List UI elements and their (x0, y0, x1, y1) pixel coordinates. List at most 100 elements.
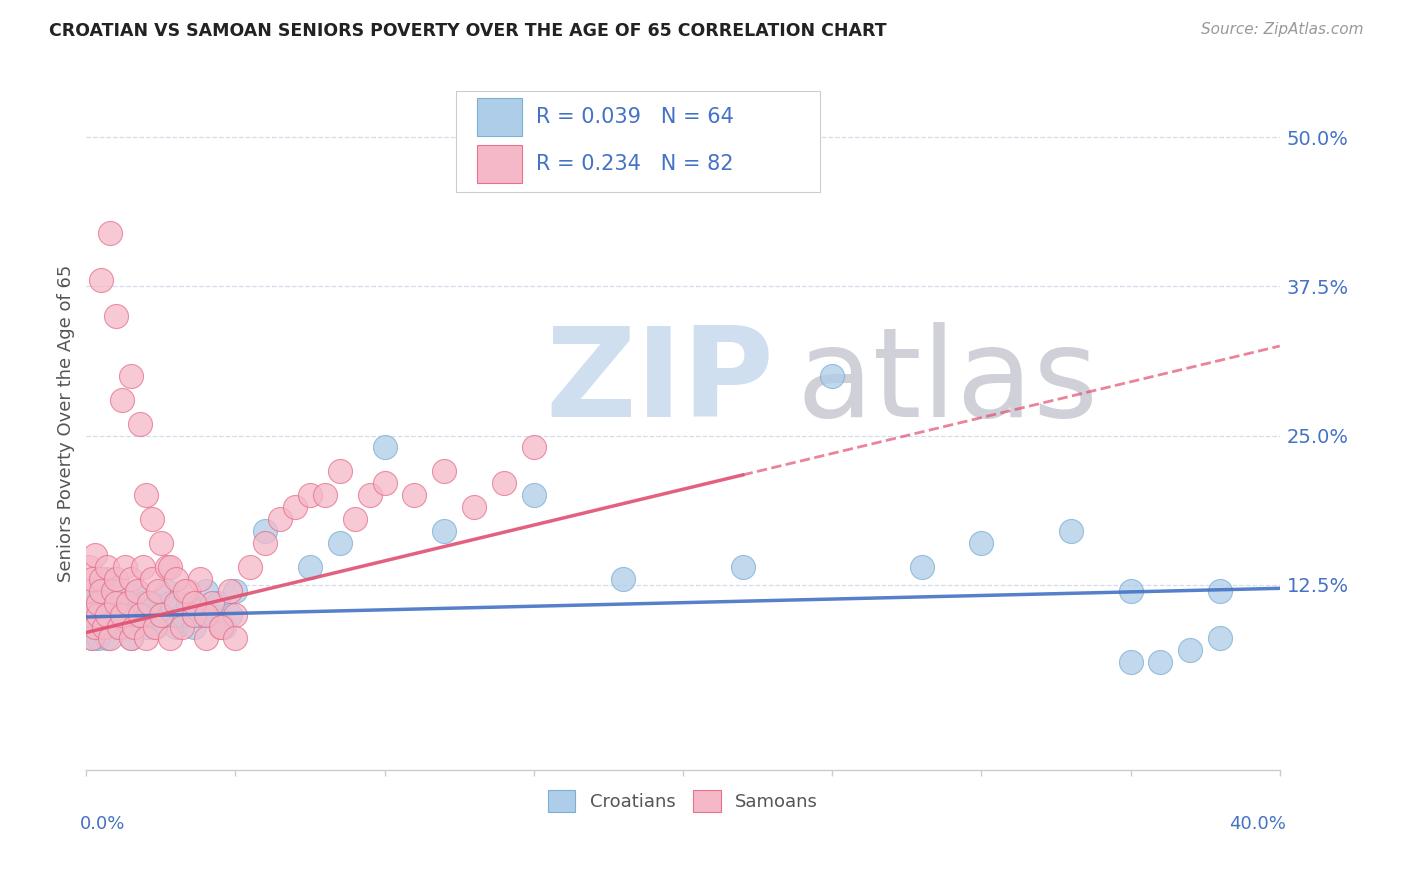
Point (149, 607, 172, 622)
Point (125, 583, 148, 598)
Point (90, 583, 112, 598)
Point (90, 596, 112, 610)
Point (212, 619, 235, 633)
Point (77, 607, 100, 622)
Point (122, 619, 145, 633)
Point (183, 596, 205, 610)
Point (1149, 656, 1171, 670)
Text: R = 0.039   N = 64: R = 0.039 N = 64 (536, 107, 734, 127)
Point (96, 559, 118, 574)
Point (201, 596, 224, 610)
Point (84, 596, 107, 610)
Point (911, 559, 934, 574)
Point (108, 607, 131, 622)
Point (129, 607, 152, 622)
Point (135, 488, 157, 502)
Point (146, 583, 169, 598)
Text: R = 0.234   N = 82: R = 0.234 N = 82 (536, 154, 734, 174)
FancyBboxPatch shape (477, 145, 522, 183)
Point (1209, 583, 1232, 598)
Point (84, 619, 107, 633)
Point (84, 548, 107, 562)
Point (93, 607, 115, 622)
Point (87, 632, 110, 646)
Point (87, 607, 110, 622)
Point (105, 572, 128, 586)
Point (105, 583, 128, 598)
Text: 40.0%: 40.0% (1229, 814, 1285, 833)
Point (433, 524, 456, 538)
Point (209, 619, 232, 633)
Point (98, 226, 121, 240)
Point (77, 619, 100, 633)
Point (299, 559, 322, 574)
Point (149, 536, 172, 550)
Point (194, 583, 217, 598)
Point (254, 536, 277, 550)
Point (117, 596, 139, 610)
Point (129, 607, 152, 622)
Point (165, 572, 187, 586)
Point (120, 368, 142, 383)
Point (117, 607, 139, 622)
Text: Source: ZipAtlas.com: Source: ZipAtlas.com (1201, 22, 1364, 37)
Point (821, 368, 844, 383)
Point (87, 619, 110, 633)
Point (1119, 656, 1142, 670)
Point (149, 607, 172, 622)
FancyBboxPatch shape (477, 98, 522, 136)
Point (329, 464, 352, 478)
Point (108, 619, 131, 633)
Point (90, 572, 112, 586)
Point (433, 464, 456, 478)
Point (96, 607, 118, 622)
Point (141, 596, 163, 610)
Point (156, 559, 179, 574)
Point (523, 441, 546, 455)
Point (374, 441, 396, 455)
Point (90, 583, 112, 598)
Point (170, 619, 193, 633)
Point (98, 632, 121, 646)
Point (98, 596, 121, 610)
Point (159, 559, 181, 574)
Point (101, 607, 124, 622)
Point (125, 583, 148, 598)
Point (463, 500, 485, 515)
Point (75, 583, 97, 598)
Point (173, 583, 195, 598)
Point (218, 583, 240, 598)
Point (101, 583, 124, 598)
Y-axis label: Seniors Poverty Over the Age of 65: Seniors Poverty Over the Age of 65 (58, 265, 75, 582)
Point (177, 583, 200, 598)
Point (492, 476, 515, 491)
Point (75, 607, 97, 622)
Point (87, 596, 110, 610)
Point (82, 583, 104, 598)
Point (284, 500, 307, 515)
Point (143, 619, 166, 633)
Point (143, 619, 166, 633)
Point (188, 572, 211, 586)
Point (207, 596, 229, 610)
Point (120, 632, 142, 646)
Point (188, 607, 211, 622)
Text: 0.0%: 0.0% (80, 814, 125, 833)
Point (165, 619, 187, 633)
Point (523, 488, 546, 502)
Point (177, 596, 200, 610)
Point (194, 607, 217, 622)
Point (77, 596, 100, 610)
Text: ZIP: ZIP (546, 321, 775, 442)
Text: CROATIAN VS SAMOAN SENIORS POVERTY OVER THE AGE OF 65 CORRELATION CHART: CROATIAN VS SAMOAN SENIORS POVERTY OVER … (49, 22, 887, 40)
Point (93, 619, 115, 633)
Point (159, 632, 181, 646)
Point (132, 559, 155, 574)
Point (374, 476, 396, 491)
Point (970, 536, 993, 550)
Point (254, 524, 277, 538)
Point (90, 273, 112, 287)
Point (114, 559, 136, 574)
Point (404, 488, 426, 502)
FancyBboxPatch shape (457, 91, 820, 192)
